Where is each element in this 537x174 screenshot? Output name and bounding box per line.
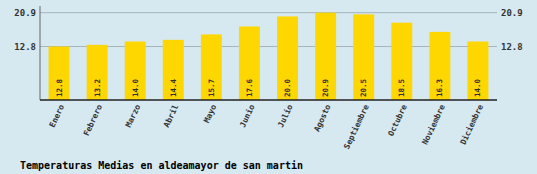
- data-label: 20.0: [283, 78, 292, 97]
- category-label: Octubre: [386, 103, 408, 138]
- grid-line: [40, 12, 497, 13]
- bar: [239, 26, 260, 100]
- data-label: 14.0: [473, 78, 482, 97]
- category-label: Abril: [161, 103, 180, 129]
- data-label: 16.3: [435, 78, 444, 97]
- tick-label: 20.9: [14, 8, 36, 18]
- grid-line: [40, 46, 497, 47]
- category-label: Noviembre: [420, 103, 447, 147]
- category-label: Febrero: [82, 103, 104, 138]
- category-label: Enero: [48, 103, 66, 129]
- category-label: Mayo: [202, 103, 218, 124]
- category-label: Agosto: [312, 103, 332, 133]
- bar: [353, 14, 374, 100]
- bars: [49, 13, 489, 100]
- bar: [429, 32, 450, 100]
- category-label: Julio: [275, 103, 294, 129]
- bar: [125, 42, 146, 100]
- bar: [201, 34, 222, 100]
- category-label: Junio: [237, 103, 256, 129]
- data-label: 17.6: [245, 78, 254, 97]
- data-label: 13.2: [93, 79, 102, 97]
- data-label: 14.4: [169, 78, 178, 97]
- bar: [277, 16, 298, 100]
- bar: [467, 42, 488, 100]
- y-axis: [40, 6, 41, 100]
- category-label: Septiembre: [341, 103, 370, 151]
- data-label: 20.5: [359, 79, 368, 97]
- tick-label: 12.8: [501, 42, 523, 52]
- bar: [391, 23, 412, 100]
- bar: [49, 47, 70, 100]
- data-label: 14.0: [131, 78, 140, 97]
- data-label: 15.7: [207, 79, 216, 97]
- bar: [163, 40, 184, 100]
- tick-label: 12.8: [14, 42, 36, 52]
- chart: 20.9 20.9 12.8 12.8 12.8 13.2 14.0 14.4 15.7 17.6…: [0, 0, 537, 174]
- category-label: Marzo: [124, 103, 142, 129]
- data-label: 18.5: [397, 79, 406, 97]
- tick-label: 20.9: [501, 8, 523, 18]
- bar: [315, 13, 336, 100]
- title: Temperaturas Medias en aldeamayor de san…: [20, 160, 303, 171]
- x-axis: [40, 99, 497, 101]
- data-label: 12.8: [55, 78, 64, 97]
- category-label: Diciembre: [458, 103, 485, 147]
- data-label: 20.9: [321, 78, 330, 97]
- bar: [87, 45, 108, 100]
